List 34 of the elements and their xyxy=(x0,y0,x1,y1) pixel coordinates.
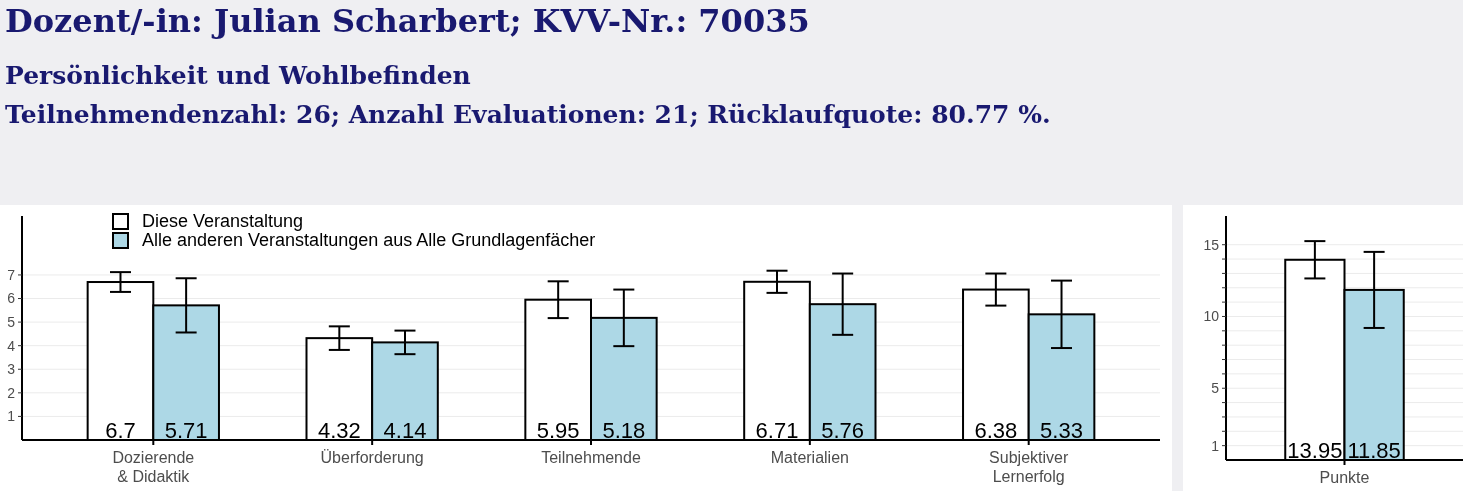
data-label: 11.85 xyxy=(1347,438,1401,463)
data-label: 5.18 xyxy=(602,418,646,443)
y-tick-label: 1 xyxy=(7,408,16,425)
chart-subtitle: Persönlichkeit und Wohlbefinden xyxy=(5,61,471,90)
x-tick-label: Materialien xyxy=(770,449,849,466)
y-tick-label: 4 xyxy=(7,337,16,354)
data-label: 4.32 xyxy=(317,418,361,443)
y-tick-label: 5 xyxy=(7,314,16,331)
data-label: 6.38 xyxy=(974,418,1018,443)
text: Teilnehmendenzahl: 26; Anzahl Evaluationen: 21; Rücklaufquote: 80.77 %. xyxy=(5,100,1051,129)
data-label: 5.95 xyxy=(536,418,580,443)
y-tick-label: 5 xyxy=(1211,380,1220,397)
y-tick-label: 1 xyxy=(1211,437,1220,454)
data-label: 6.71 xyxy=(755,418,799,443)
data-label: 4.14 xyxy=(383,418,427,443)
x-tick-label: Punkte xyxy=(1319,469,1370,486)
legend-label: Alle anderen Veranstaltungen aus Alle Grundlagenfächer xyxy=(142,230,596,250)
x-tick-label: Überforderung xyxy=(320,449,424,466)
x-tick-label: Dozierende & Didaktik xyxy=(112,449,195,485)
data-label: 13.95 xyxy=(1287,438,1343,463)
data-label: 6.7 xyxy=(105,418,136,443)
y-tick-label: 6 xyxy=(7,290,16,307)
y-tick-label: 10 xyxy=(1203,308,1220,325)
y-tick-label: 3 xyxy=(7,361,16,378)
y-tick-label: 2 xyxy=(7,384,16,401)
chart-title: Dozent/-in: Julian Scharbert; KVV-Nr.: 70035 xyxy=(5,2,810,40)
x-tick-label: Teilnehmende xyxy=(541,449,641,466)
y-tick-label: 15 xyxy=(1203,236,1220,253)
y-tick-label: 7 xyxy=(7,266,16,283)
data-label: 5.71 xyxy=(164,418,208,443)
x-tick-label: Subjektiver Lernerfolg xyxy=(989,449,1069,485)
data-label: 5.33 xyxy=(1040,418,1083,443)
data-label: 5.76 xyxy=(821,418,865,443)
legend-label: Diese Veranstaltung xyxy=(142,211,304,231)
